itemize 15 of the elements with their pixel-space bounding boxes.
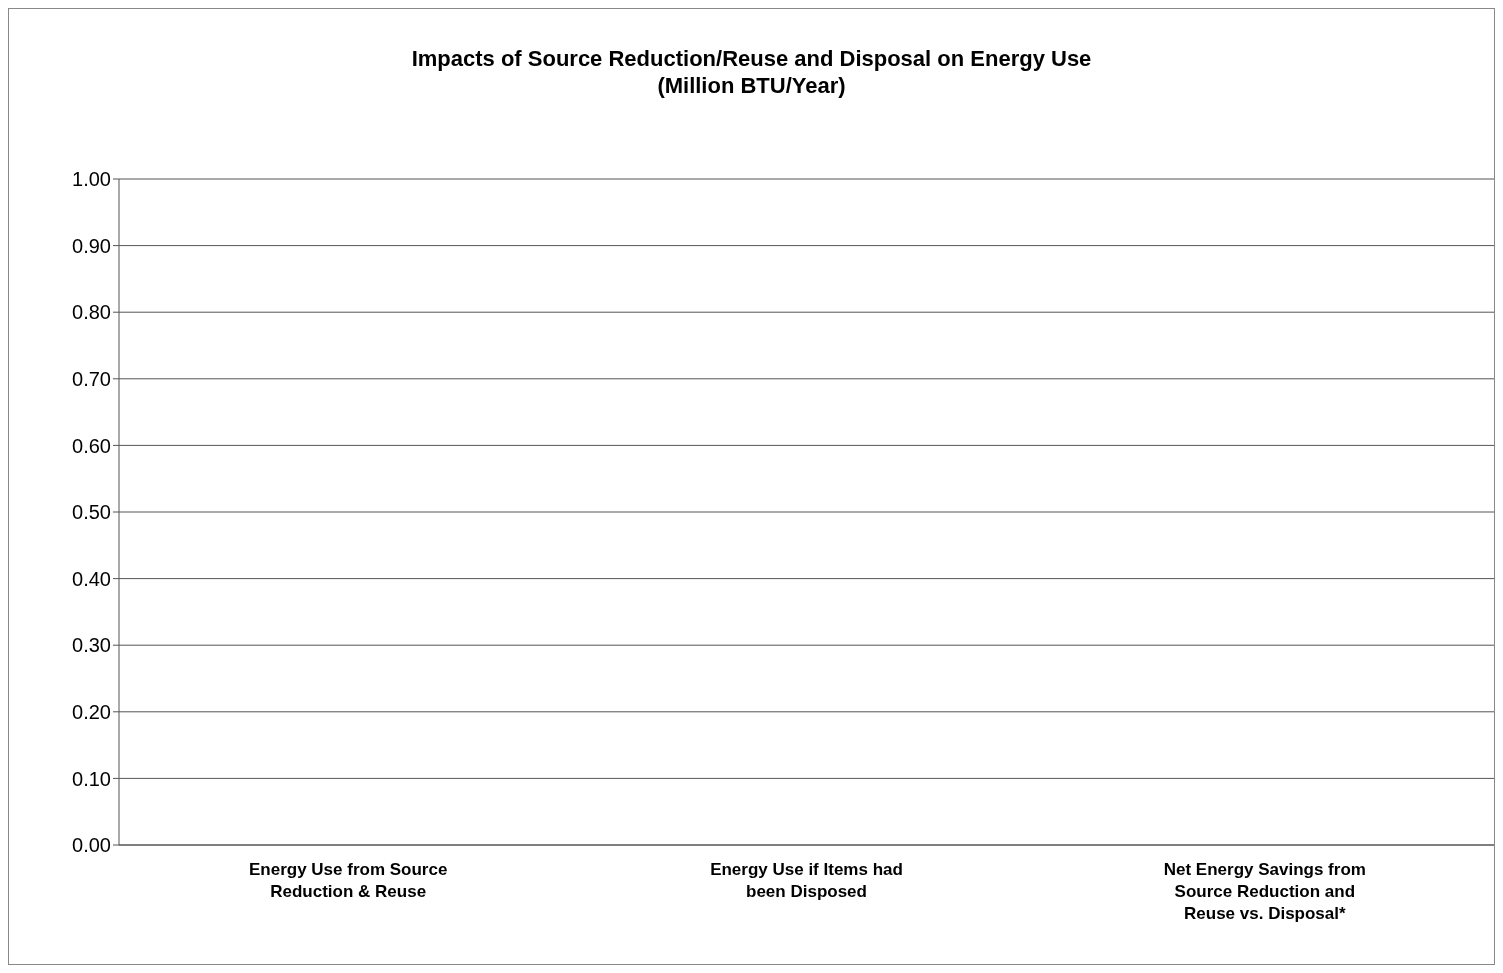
y-tick-label: 0.00 bbox=[72, 834, 111, 857]
y-tick-label: 0.40 bbox=[72, 567, 111, 590]
x-tick-label: Energy Use if Items had been Disposed bbox=[710, 860, 903, 901]
y-tick-label: 0.70 bbox=[72, 367, 111, 390]
y-tick-label: 0.80 bbox=[72, 301, 111, 324]
x-tick-label: Net Energy Savings from Source Reduction and Reuse vs. Disposal* bbox=[1163, 860, 1366, 923]
y-tick-label: 0.90 bbox=[72, 234, 111, 257]
y-tick-label: 0.60 bbox=[72, 434, 111, 457]
y-tick-label: 0.20 bbox=[72, 700, 111, 723]
y-tick-label: 0.30 bbox=[72, 634, 111, 657]
chart-title: Impacts of Source Reduction/Reuse and Disposal on Energy Use (Million BTU/Year) bbox=[410, 45, 1093, 99]
y-tick-label: 0.50 bbox=[72, 501, 111, 524]
x-tick-label: Energy Use from Source Reduction & Reuse bbox=[248, 860, 448, 901]
y-tick-label: 0.10 bbox=[72, 767, 111, 790]
y-tick-label: 1.00 bbox=[72, 168, 111, 191]
